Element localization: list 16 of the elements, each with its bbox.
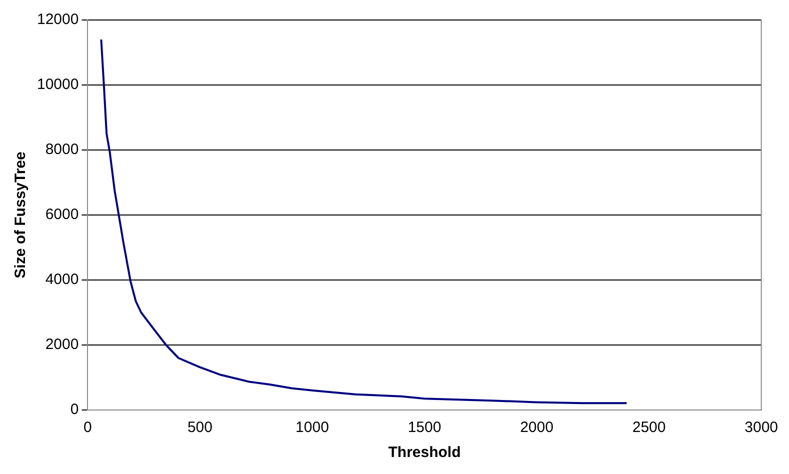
y-axis-title: Size of FussyTree xyxy=(12,152,30,278)
x-tick-label: 2500 xyxy=(632,419,666,436)
y-tick-label: 4000 xyxy=(45,271,79,288)
x-tick-label: 0 xyxy=(84,419,92,436)
y-tick-label: 12000 xyxy=(36,11,79,28)
x-tick-label: 1500 xyxy=(408,419,442,436)
y-tick-label: 0 xyxy=(70,401,79,418)
x-tick-label: 1000 xyxy=(296,419,329,436)
y-tick-label: 2000 xyxy=(45,336,79,354)
y-tick-label: 10000 xyxy=(36,76,79,94)
y-tick-label: 8000 xyxy=(45,141,79,158)
x-axis-title: Threshold xyxy=(388,444,461,462)
x-tick-label: 2000 xyxy=(520,419,554,436)
x-tick-label: 500 xyxy=(187,419,212,436)
x-tick-label: 3000 xyxy=(744,419,778,436)
y-tick-label: 6000 xyxy=(45,206,79,224)
